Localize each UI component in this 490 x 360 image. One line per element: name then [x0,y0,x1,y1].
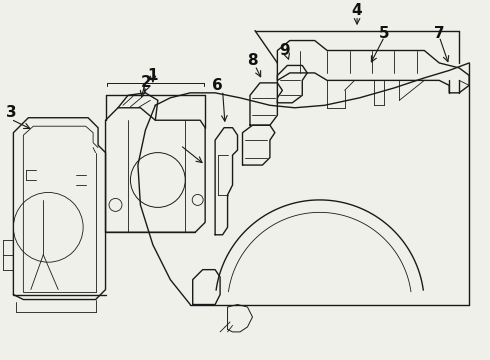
Text: 4: 4 [352,3,363,18]
Text: 2: 2 [141,75,152,90]
Text: 8: 8 [247,53,258,68]
Text: 7: 7 [434,26,444,41]
Text: 5: 5 [379,26,390,41]
Text: 9: 9 [279,43,290,58]
Text: 3: 3 [5,105,16,120]
Text: 6: 6 [212,78,223,93]
Text: 1: 1 [147,68,158,83]
